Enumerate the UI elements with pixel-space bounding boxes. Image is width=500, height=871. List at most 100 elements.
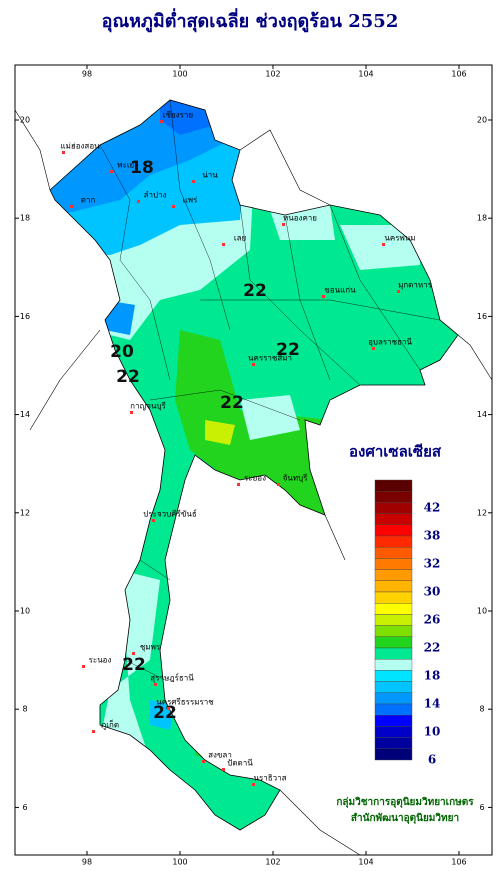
legend-swatch — [374, 647, 413, 660]
place-label: แพร่ — [183, 196, 198, 205]
contour-label: 22 — [276, 340, 300, 360]
latitude-label: 8 — [479, 705, 484, 714]
longitude-label: 104 — [358, 858, 373, 867]
latitude-label: 14 — [477, 410, 487, 419]
place-label: นราธิวาส — [253, 774, 286, 783]
place-label: จันทบุรี — [283, 474, 309, 483]
station-dot — [252, 363, 255, 366]
latitude-label: 8 — [22, 705, 27, 714]
station-dot — [237, 483, 240, 486]
legend-swatch — [374, 625, 413, 637]
station-dot — [202, 760, 205, 763]
longitude-label: 106 — [451, 70, 466, 79]
longitude-label: 106 — [451, 858, 466, 867]
legend-swatch — [374, 670, 413, 682]
place-label: อุบลราชธานี — [368, 338, 412, 347]
station-dot — [222, 768, 225, 771]
latitude-label: 12 — [20, 508, 30, 517]
legend-swatch — [374, 479, 413, 492]
legend-swatch — [374, 603, 413, 615]
longitude-label: 104 — [358, 70, 373, 79]
contour-label: 18 — [130, 158, 154, 178]
place-label: หนองคาย — [283, 214, 317, 223]
latitude-label: 16 — [477, 312, 487, 321]
place-label: ลำปาง — [144, 191, 167, 200]
place-label: ระยอง — [244, 474, 266, 483]
legend-swatch — [374, 524, 413, 537]
place-label: มุกดาหาร — [398, 281, 433, 290]
legend-swatch — [374, 614, 413, 626]
legend-swatch — [374, 715, 413, 727]
map-title: อุณหภูมิต่ำสุดเฉลี่ย ช่วงฤดูร้อน 2552 — [102, 8, 399, 33]
legend-label: 26 — [424, 613, 441, 627]
latitude-label: 18 — [477, 214, 487, 223]
station-dot — [132, 652, 135, 655]
longitude-label: 98 — [82, 70, 92, 79]
longitude-label: 98 — [82, 858, 92, 867]
place-label: น่าน — [202, 171, 218, 180]
station-dot — [172, 205, 175, 208]
legend-label: 14 — [424, 697, 441, 711]
legend-swatch — [374, 591, 413, 604]
contour-label: 22 — [243, 281, 267, 301]
place-label: ขอนแก่น — [324, 286, 356, 295]
latitude-label: 20 — [477, 116, 487, 125]
legend-swatch — [374, 547, 413, 559]
legend-swatch — [374, 737, 413, 749]
place-label: ชุมพร — [140, 643, 161, 652]
station-dot — [92, 730, 95, 733]
latitude-label: 20 — [20, 116, 30, 125]
station-dot — [252, 783, 255, 786]
station-dot — [110, 170, 113, 173]
place-label: พะเยา — [117, 161, 138, 170]
credit-line: กลุ่มวิชาการอุตุนิยมวิทยาเกษตร — [336, 796, 474, 808]
latitude-label: 10 — [477, 607, 487, 616]
legend-swatch — [374, 569, 413, 581]
station-dot — [222, 243, 225, 246]
contour-label: 22 — [153, 703, 177, 723]
station-dot — [137, 200, 140, 203]
station-dot — [62, 151, 65, 154]
legend-swatch — [374, 558, 413, 570]
contour-label: 22 — [116, 367, 140, 387]
place-label: นครราชสีมา — [248, 354, 292, 363]
latitude-label: 6 — [22, 803, 27, 812]
station-dot — [154, 683, 157, 686]
legend-swatch — [374, 703, 413, 716]
place-label: เลย — [234, 234, 246, 243]
place-label: สงขลา — [208, 751, 232, 760]
legend-title: องศาเซลเซียส — [349, 443, 442, 461]
credit-line: สำนักพัฒนาอุตุนิยมวิทยา — [351, 812, 459, 824]
contour-label: 22 — [122, 655, 146, 675]
latitude-label: 6 — [479, 803, 484, 812]
contour-label: 22 — [220, 393, 244, 413]
place-label: ประจวบคีรีขันธ์ — [143, 509, 197, 519]
legend-label: 38 — [424, 529, 441, 543]
station-dot — [382, 243, 385, 246]
station-dot — [192, 180, 195, 183]
station-dot — [152, 519, 155, 522]
longitude-label: 102 — [265, 858, 280, 867]
longitude-label: 100 — [172, 858, 187, 867]
legend-swatch — [374, 636, 413, 649]
station-dot — [372, 347, 375, 350]
latitude-label: 12 — [477, 508, 487, 517]
legend-label: 10 — [424, 725, 441, 739]
contour-label: 20 — [110, 342, 134, 362]
longitude-label: 102 — [265, 70, 280, 79]
legend-swatch — [374, 535, 413, 548]
legend-label: 22 — [424, 641, 441, 655]
station-dot — [82, 665, 85, 668]
place-label: กาญจนบุรี — [130, 402, 166, 411]
legend-swatch — [374, 681, 413, 693]
latitude-label: 16 — [20, 312, 30, 321]
station-dot — [160, 120, 163, 123]
place-label: สุราษฎร์ธานี — [150, 673, 194, 683]
station-dot — [70, 205, 73, 208]
legend-swatch — [374, 502, 413, 514]
station-dot — [167, 707, 170, 710]
latitude-label: 18 — [20, 214, 30, 223]
place-label: ภูเก็ต — [101, 720, 119, 731]
